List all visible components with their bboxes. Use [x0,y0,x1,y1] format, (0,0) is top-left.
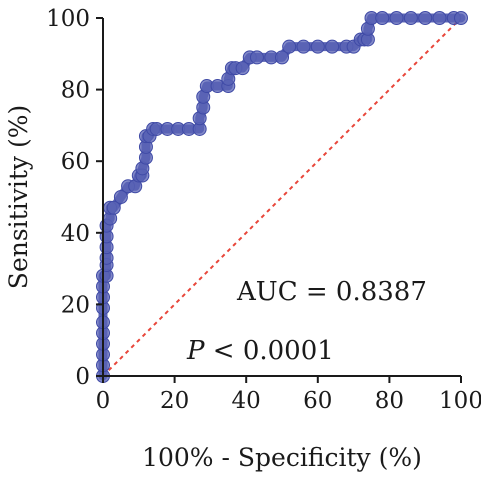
p-symbol: P [186,336,205,366]
roc-point [235,61,250,76]
y-ticks-group: 0 20 40 60 80 100 [46,6,103,390]
roc-point [389,11,404,25]
x-ticks-group: 0 20 40 60 80 100 [96,376,481,414]
roc-point [418,11,433,25]
y-tick-label: 40 [61,221,90,247]
x-tick-label: 60 [303,388,332,414]
roc-point [275,50,289,65]
y-axis-title: Sensitivity (%) [4,105,33,289]
x-tick-label: 40 [232,388,261,414]
axes-group [102,18,461,377]
roc-point [454,11,468,25]
roc-point [282,39,297,54]
x-tick-label: 20 [160,388,189,414]
x-axis-title: 100% - Specificity (%) [142,443,422,472]
roc-point [375,11,390,25]
y-tick-label: 20 [61,292,90,318]
y-tick-label: 60 [61,149,90,175]
y-tick-label: 80 [61,78,90,104]
p-value-text: < 0.0001 [205,336,334,366]
auc-annotation: AUC = 0.8387 [236,277,427,307]
y-tick-label: 0 [75,364,90,390]
roc-point [296,39,311,54]
x-tick-label: 0 [96,388,111,414]
roc-point [113,190,128,204]
reference-line-group [102,17,462,377]
reference-diagonal-line [102,17,462,377]
roc-point [403,11,418,25]
roc-series-group [96,11,468,383]
roc-point [249,50,264,65]
roc-point [106,200,121,215]
roc-point [432,11,447,25]
y-tick-label: 100 [46,6,90,32]
roc-point [325,39,340,54]
x-tick-label: 80 [375,388,404,414]
p-value-annotation: P < 0.0001 [186,336,334,366]
x-tick-label: 100 [439,388,481,414]
roc-point [310,39,325,54]
